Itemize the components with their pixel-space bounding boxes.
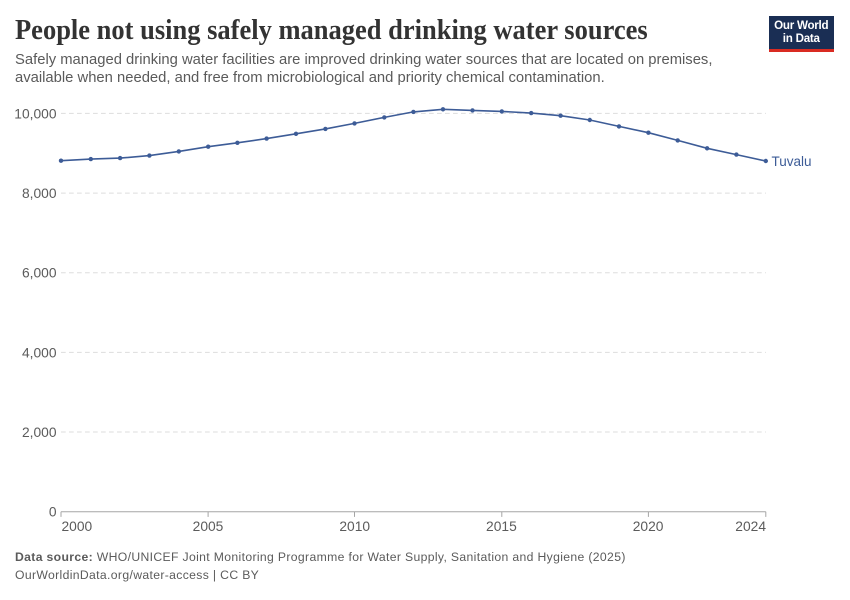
svg-text:0: 0: [49, 505, 57, 520]
svg-text:2,000: 2,000: [22, 425, 57, 440]
svg-text:2015: 2015: [486, 519, 517, 534]
svg-text:8,000: 8,000: [22, 186, 57, 201]
svg-text:6,000: 6,000: [22, 266, 57, 281]
svg-text:2005: 2005: [193, 519, 224, 534]
svg-text:4,000: 4,000: [22, 345, 57, 360]
svg-text:10,000: 10,000: [14, 106, 57, 121]
svg-text:2024: 2024: [735, 519, 766, 534]
svg-text:2000: 2000: [62, 519, 93, 534]
svg-text:2020: 2020: [633, 519, 664, 534]
svg-text:Tuvalu: Tuvalu: [772, 154, 812, 169]
svg-text:2010: 2010: [339, 519, 370, 534]
